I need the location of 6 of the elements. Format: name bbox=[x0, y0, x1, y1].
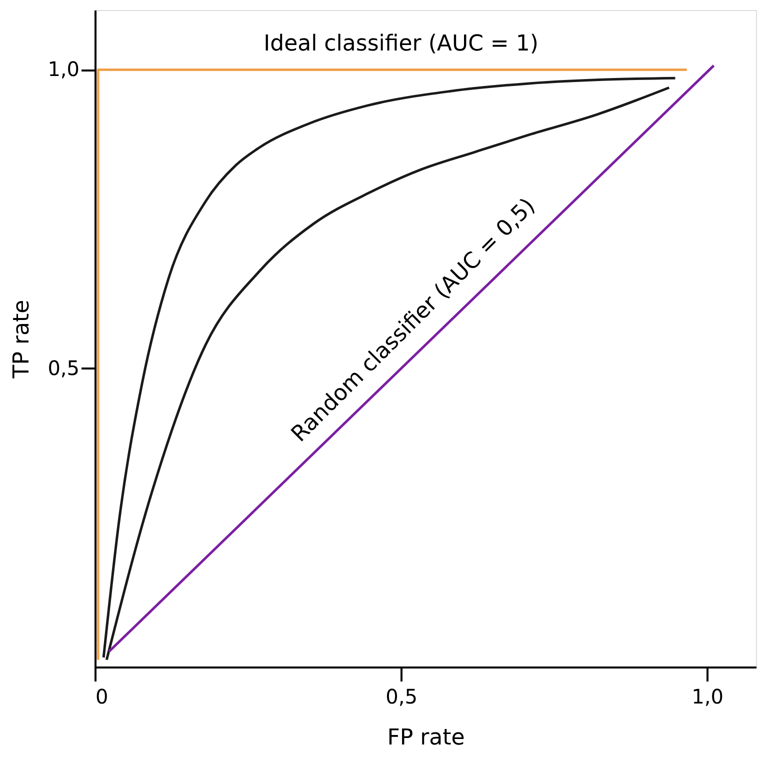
x-tick-label: 1,0 bbox=[692, 684, 724, 708]
x-tick-label: 0 bbox=[96, 684, 108, 708]
x-axis-title: FP rate bbox=[387, 726, 465, 750]
annotation: Ideal classifier (AUC = 1) bbox=[264, 32, 538, 57]
x-tick-label: 0,5 bbox=[386, 684, 418, 708]
y-axis-title: TP rate bbox=[10, 300, 35, 380]
